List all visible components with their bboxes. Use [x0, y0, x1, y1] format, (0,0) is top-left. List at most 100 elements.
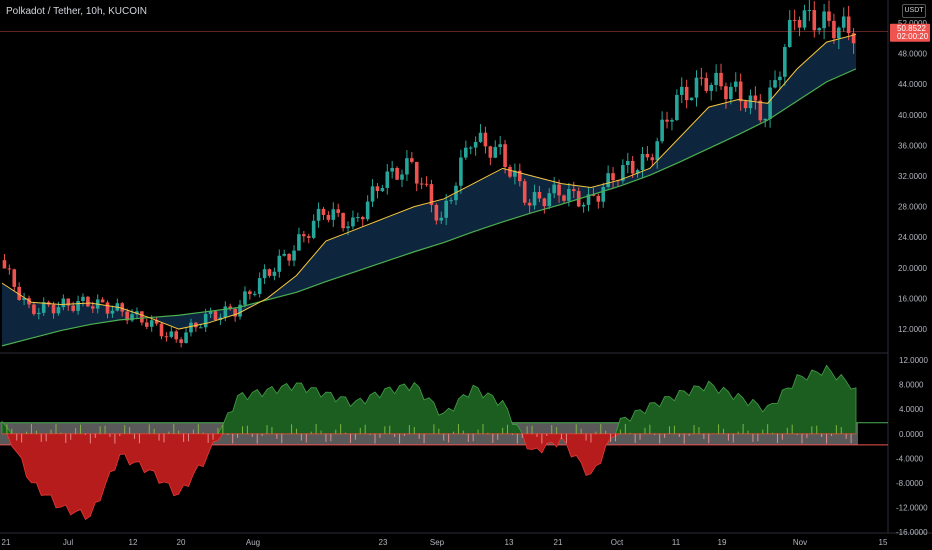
time-tick-label: 21 — [554, 538, 563, 547]
candle-body — [120, 303, 125, 312]
histogram-bar — [561, 433, 563, 439]
candle-body — [360, 217, 365, 220]
candle-body — [179, 339, 183, 343]
histogram-bar — [212, 433, 214, 440]
price-tick-label: 32.0000 — [898, 172, 927, 181]
time-tick-label: Nov — [793, 538, 807, 547]
candle-body — [302, 234, 306, 237]
histogram-bar — [281, 433, 283, 444]
time-tick-label: Jul — [63, 538, 73, 547]
candle-body — [851, 33, 856, 44]
candle-body — [267, 269, 272, 276]
candle-body — [149, 320, 154, 327]
candle-body — [90, 306, 95, 309]
candle-body — [812, 10, 817, 31]
candle-body — [51, 304, 56, 314]
histogram-bar — [462, 430, 464, 434]
histogram-bar — [786, 427, 788, 434]
histogram-bar — [413, 427, 415, 434]
candle-body — [596, 195, 601, 202]
candle-body — [837, 27, 841, 39]
histogram-bar — [26, 431, 28, 434]
histogram-bar — [693, 425, 695, 434]
histogram-bar — [384, 426, 386, 434]
histogram-bar — [40, 433, 42, 442]
candle-body — [37, 312, 41, 315]
time-tick-label: 12 — [129, 538, 138, 547]
time-tick-label: 23 — [379, 538, 388, 547]
histogram-bar — [811, 426, 813, 434]
histogram-bar — [178, 430, 180, 434]
candle-body — [306, 236, 311, 238]
histogram-bar — [659, 433, 661, 444]
histogram-bar — [305, 433, 307, 443]
histogram-bar — [678, 433, 680, 437]
histogram-bar — [718, 424, 720, 434]
histogram-bar — [472, 433, 474, 442]
candle-body — [532, 192, 537, 206]
histogram-bar — [541, 433, 543, 444]
histogram-bar — [408, 425, 410, 434]
histogram-bar — [232, 433, 234, 444]
histogram-bar — [816, 425, 818, 434]
histogram-bar — [349, 433, 351, 443]
candle-body — [473, 141, 478, 148]
candle-body — [542, 198, 547, 207]
candle-body — [189, 322, 193, 333]
histogram-bar — [840, 427, 842, 434]
candle-body — [198, 327, 203, 329]
candle-body — [832, 20, 836, 39]
slow-ma-line — [1, 68, 857, 347]
histogram-bar — [75, 427, 77, 434]
candle-body — [743, 101, 748, 109]
currency-label[interactable]: USDT — [902, 4, 926, 18]
histogram-bar — [183, 433, 185, 442]
histogram-bar — [683, 433, 685, 444]
candle-body — [635, 170, 640, 174]
histogram-bar — [379, 433, 381, 438]
histogram-bar — [207, 433, 209, 443]
candle-body — [110, 310, 115, 314]
histogram-bar — [340, 424, 342, 434]
candle-body — [395, 167, 399, 180]
histogram-bar — [453, 431, 455, 434]
histogram-bar — [605, 430, 607, 434]
histogram-bar — [521, 433, 523, 438]
candle-body — [503, 144, 507, 167]
candle-body — [606, 173, 610, 187]
candle-body — [380, 187, 385, 192]
candle-body — [547, 193, 552, 207]
indicator-tick-label: 12.0000 — [899, 356, 928, 365]
candle-body — [130, 314, 134, 321]
candle-body — [272, 271, 277, 276]
time-tick-label: 21 — [2, 538, 11, 547]
candle-body — [468, 147, 473, 149]
histogram-bar — [276, 433, 278, 439]
candle-body — [159, 323, 164, 337]
histogram-bar — [89, 433, 91, 444]
candle-body — [822, 11, 826, 29]
histogram-bar — [359, 427, 361, 434]
candle-body — [351, 217, 355, 227]
candle-body — [537, 192, 542, 199]
histogram-bar — [99, 426, 101, 434]
histogram-bar — [551, 425, 553, 434]
candle-body — [208, 311, 213, 314]
histogram-bar — [830, 433, 832, 436]
candle-body — [567, 189, 571, 201]
candle-body — [164, 336, 169, 338]
candle-body — [419, 183, 424, 185]
candle-body — [787, 19, 792, 47]
histogram-bar — [94, 433, 96, 438]
histogram-bar — [60, 432, 62, 434]
candle-body — [243, 291, 247, 305]
candle-body — [439, 217, 444, 221]
histogram-bar — [673, 425, 675, 434]
histogram-bar — [776, 433, 778, 443]
candle-body — [571, 189, 576, 192]
histogram-bar — [251, 433, 253, 437]
histogram-bar — [148, 424, 150, 434]
histogram-bar — [173, 423, 175, 434]
histogram-bar — [134, 433, 136, 439]
